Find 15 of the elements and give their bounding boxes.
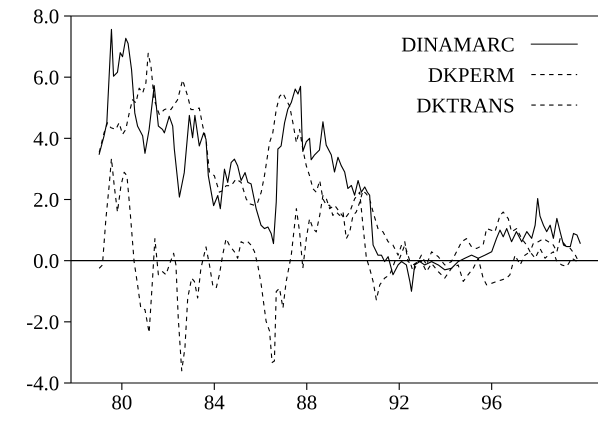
legend-label: DKTRANS [416,98,514,113]
legend-label: DINAMARC [402,38,514,52]
x-tick-label: 96 [482,395,502,410]
legend-label: DKPERM [428,68,514,82]
y-tick-label: 2.0 [34,192,58,208]
y-tick-label: -4.0 [26,376,58,391]
y-tick-label: -2.0 [26,315,58,330]
y-tick-label: 6.0 [34,70,58,85]
x-tick-label: 84 [204,395,224,410]
y-tick-label: 4.0 [34,132,58,146]
x-tick-label: 80 [112,395,132,410]
x-tick-label: 92 [389,395,408,410]
y-tick-label: 8.0 [34,9,58,24]
x-tick-label: 88 [297,395,316,410]
y-tick-label: 0.0 [34,254,58,268]
